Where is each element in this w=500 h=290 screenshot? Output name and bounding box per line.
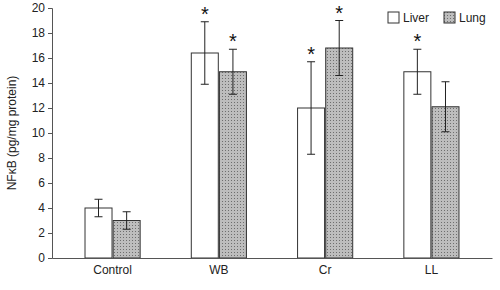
significance-mark: * — [413, 30, 421, 52]
bar — [191, 53, 218, 258]
significance-mark: * — [335, 2, 343, 24]
y-tick: 14 — [32, 76, 52, 90]
y-tick-mark — [48, 183, 52, 184]
error-bar-cap — [441, 81, 449, 82]
y-tick: 2 — [38, 226, 52, 240]
y-tick: 12 — [32, 101, 52, 115]
y-tick: 0 — [38, 251, 52, 265]
error-bar-cap — [413, 94, 421, 95]
x-tick: LL — [425, 263, 439, 277]
error-bar-cap — [307, 154, 315, 155]
y-tick-label: 20 — [32, 1, 46, 15]
x-tick-label: LL — [425, 263, 439, 277]
error-bar — [123, 212, 131, 230]
y-tick-mark — [48, 8, 52, 9]
y-tick: 18 — [32, 26, 52, 40]
y-tick-label: 0 — [38, 251, 45, 265]
y-tick-label: 8 — [38, 151, 45, 165]
y-axis-line — [48, 9, 53, 259]
error-bar-cap — [335, 75, 343, 76]
y-tick-mark — [48, 258, 52, 259]
error-bar-stem — [339, 21, 340, 76]
error-bar-cap — [123, 211, 131, 212]
legend: Liver Lung — [388, 11, 486, 25]
x-tick: WB — [209, 263, 228, 277]
legend-label: Liver — [403, 11, 429, 25]
y-tick-mark — [48, 233, 52, 234]
error-bar-stem — [98, 199, 99, 217]
y-tick-mark — [48, 83, 52, 84]
error-bar — [95, 199, 103, 217]
x-tick-label: Control — [93, 263, 132, 277]
bar — [404, 72, 431, 258]
significance-mark: * — [307, 43, 315, 65]
y-tick-mark — [48, 108, 52, 109]
y-tick-label: 10 — [32, 126, 46, 140]
y-tick: 16 — [32, 51, 52, 65]
error-bar-cap — [95, 199, 103, 200]
error-bar-cap — [123, 229, 131, 230]
plot-area — [85, 21, 459, 259]
significance-mark: * — [229, 30, 237, 52]
error-bar-stem — [445, 82, 446, 132]
y-axis: 0 2 4 6 8 10 12 14 16 18 20 — [32, 1, 53, 265]
y-tick: 10 — [32, 126, 52, 140]
error-bar — [335, 21, 343, 76]
y-tick-mark — [48, 133, 52, 134]
y-tick-mark — [48, 158, 52, 159]
x-tick-label: Cr — [319, 263, 332, 277]
y-tick-label: 16 — [32, 51, 46, 65]
x-tick: Control — [93, 263, 132, 277]
x-axis-line — [53, 258, 493, 259]
error-bar — [201, 22, 209, 85]
y-tick-mark — [48, 208, 52, 209]
error-bar — [413, 49, 421, 94]
bar — [219, 72, 246, 258]
x-tick: Cr — [319, 263, 332, 277]
x-axis: Control WB Cr LL — [53, 259, 493, 278]
legend-swatch — [444, 12, 455, 23]
y-tick-label: 14 — [32, 76, 46, 90]
error-bar-cap — [95, 216, 103, 217]
y-tick-label: 4 — [38, 201, 45, 215]
y-tick: 6 — [38, 176, 52, 190]
y-axis-title: NFκB (pg/mg protein) — [5, 76, 19, 191]
error-bar-stem — [232, 49, 233, 94]
annotations: * * * * * — [201, 2, 422, 65]
x-tick-label: WB — [209, 263, 228, 277]
significance-mark: * — [201, 3, 209, 25]
error-bar-stem — [204, 22, 205, 85]
y-tick-label: 6 — [38, 176, 45, 190]
y-tick-mark — [48, 58, 52, 59]
error-bar-stem — [311, 62, 312, 155]
y-tick: 20 — [32, 1, 52, 15]
error-bar-cap — [441, 131, 449, 132]
y-tick: 8 — [38, 151, 52, 165]
y-tick-mark — [48, 33, 52, 34]
chart: 0 2 4 6 8 10 12 14 16 18 20 Control WB Cr LL NFκB (pg/m… — [0, 0, 500, 290]
error-bar-stem — [417, 49, 418, 94]
y-tick: 4 — [38, 201, 52, 215]
legend-label: Lung — [459, 11, 486, 25]
y-tick-label: 18 — [32, 26, 46, 40]
bar — [326, 48, 353, 258]
error-bar — [307, 62, 315, 155]
y-tick-label: 2 — [38, 226, 45, 240]
error-bar-cap — [229, 94, 237, 95]
legend-swatch — [388, 12, 399, 23]
error-bar-stem — [126, 212, 127, 230]
y-tick-label: 12 — [32, 101, 46, 115]
error-bar-cap — [201, 84, 209, 85]
error-bar — [441, 82, 449, 132]
error-bar — [229, 49, 237, 94]
